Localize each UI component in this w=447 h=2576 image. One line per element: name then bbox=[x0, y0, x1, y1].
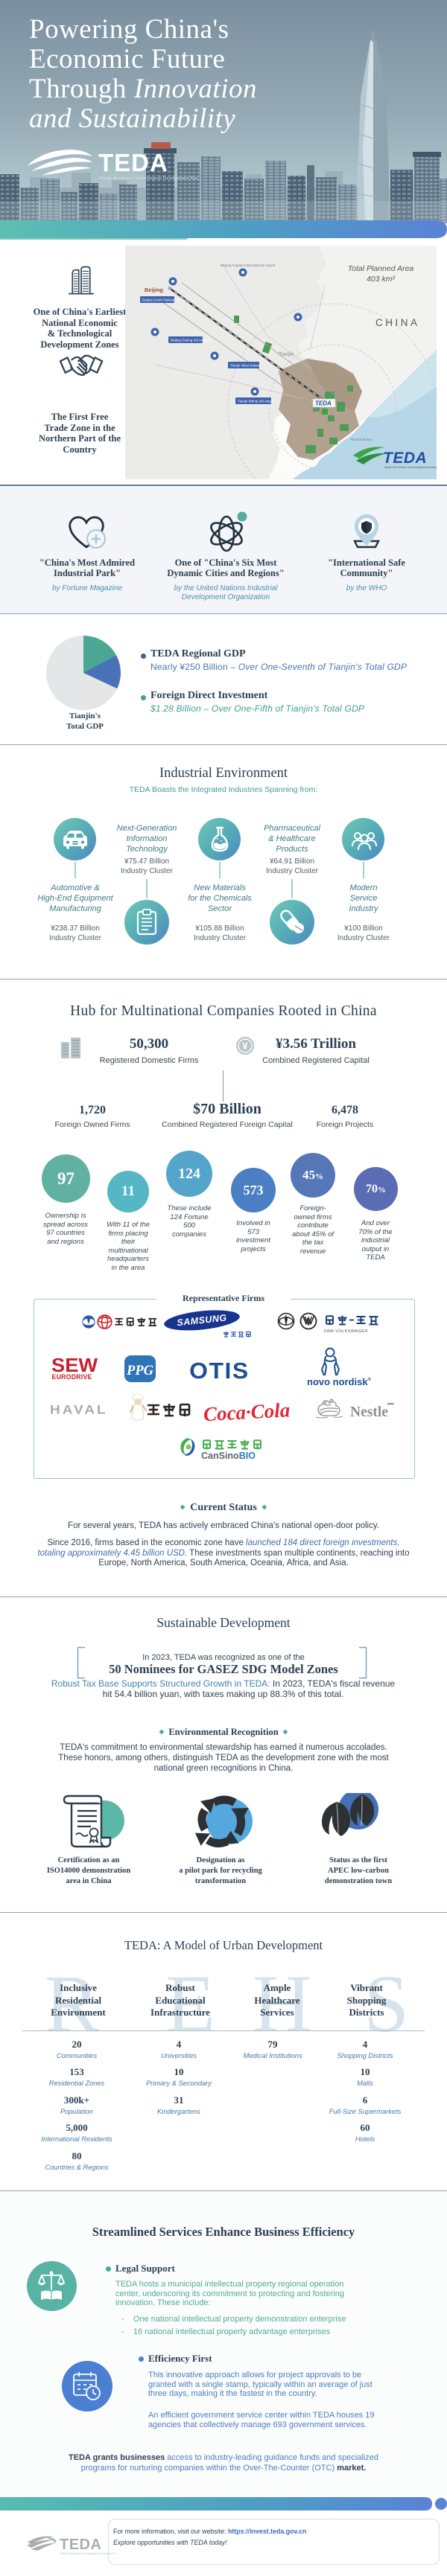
svg-text:TEDA: TEDA bbox=[315, 400, 332, 407]
svg-text:Tianjin Economic-Technological: Tianjin Economic-Technological Developme… bbox=[384, 465, 437, 469]
svg-text:¥: ¥ bbox=[242, 1041, 248, 1052]
svg-text:FAW-VOLKSWAGEN: FAW-VOLKSWAGEN bbox=[324, 1329, 368, 1334]
svg-text:HAVAL: HAVAL bbox=[50, 1403, 108, 1416]
svg-text:Beijing: Beijing bbox=[145, 287, 163, 293]
svg-text:Beijing Capital International: Beijing Capital International Airport bbox=[221, 263, 276, 268]
svg-text:Tianjin Economic-Technological: Tianjin Economic-Technological Developme… bbox=[99, 176, 198, 181]
svg-text:Tianjin Binhai Intl Airport: Tianjin Binhai Intl Airport bbox=[238, 400, 275, 403]
svg-text:Tianjin: Tianjin bbox=[279, 352, 294, 357]
svg-text:Beijing Daxing Intl Airport: Beijing Daxing Intl Airport bbox=[171, 339, 209, 342]
svg-text:TEDA: TEDA bbox=[60, 2537, 101, 2553]
svg-text:SEW: SEW bbox=[51, 1355, 98, 1376]
svg-text:TEDA: TEDA bbox=[98, 149, 168, 176]
svg-text:403 km²: 403 km² bbox=[367, 275, 395, 284]
svg-text:CanSinoBIO: CanSinoBIO bbox=[201, 1451, 256, 1461]
svg-text:Coca·Cola: Coca·Cola bbox=[203, 1399, 291, 1425]
svg-text:Total Planned Area: Total Planned Area bbox=[348, 264, 414, 273]
svg-text:Tianjin West Station: Tianjin West Station bbox=[230, 364, 261, 368]
svg-text:TEDA: TEDA bbox=[383, 450, 427, 467]
svg-text:PPG: PPG bbox=[126, 1364, 154, 1378]
svg-text:novo nordisk®: novo nordisk® bbox=[307, 1376, 372, 1387]
svg-text:Beijing South Railway Station: Beijing South Railway Station bbox=[142, 298, 187, 302]
svg-text:OTIS: OTIS bbox=[189, 1358, 250, 1383]
svg-text:CHINA: CHINA bbox=[375, 317, 420, 328]
svg-text:Tianjin Economic-Technological: Tianjin Economic-Technological Developme… bbox=[60, 2552, 115, 2555]
svg-text:Nestle: Nestle bbox=[350, 1404, 388, 1420]
svg-text:The Bohai Sea: The Bohai Sea bbox=[350, 438, 372, 441]
svg-text:EURODRIVE: EURODRIVE bbox=[52, 1373, 92, 1381]
